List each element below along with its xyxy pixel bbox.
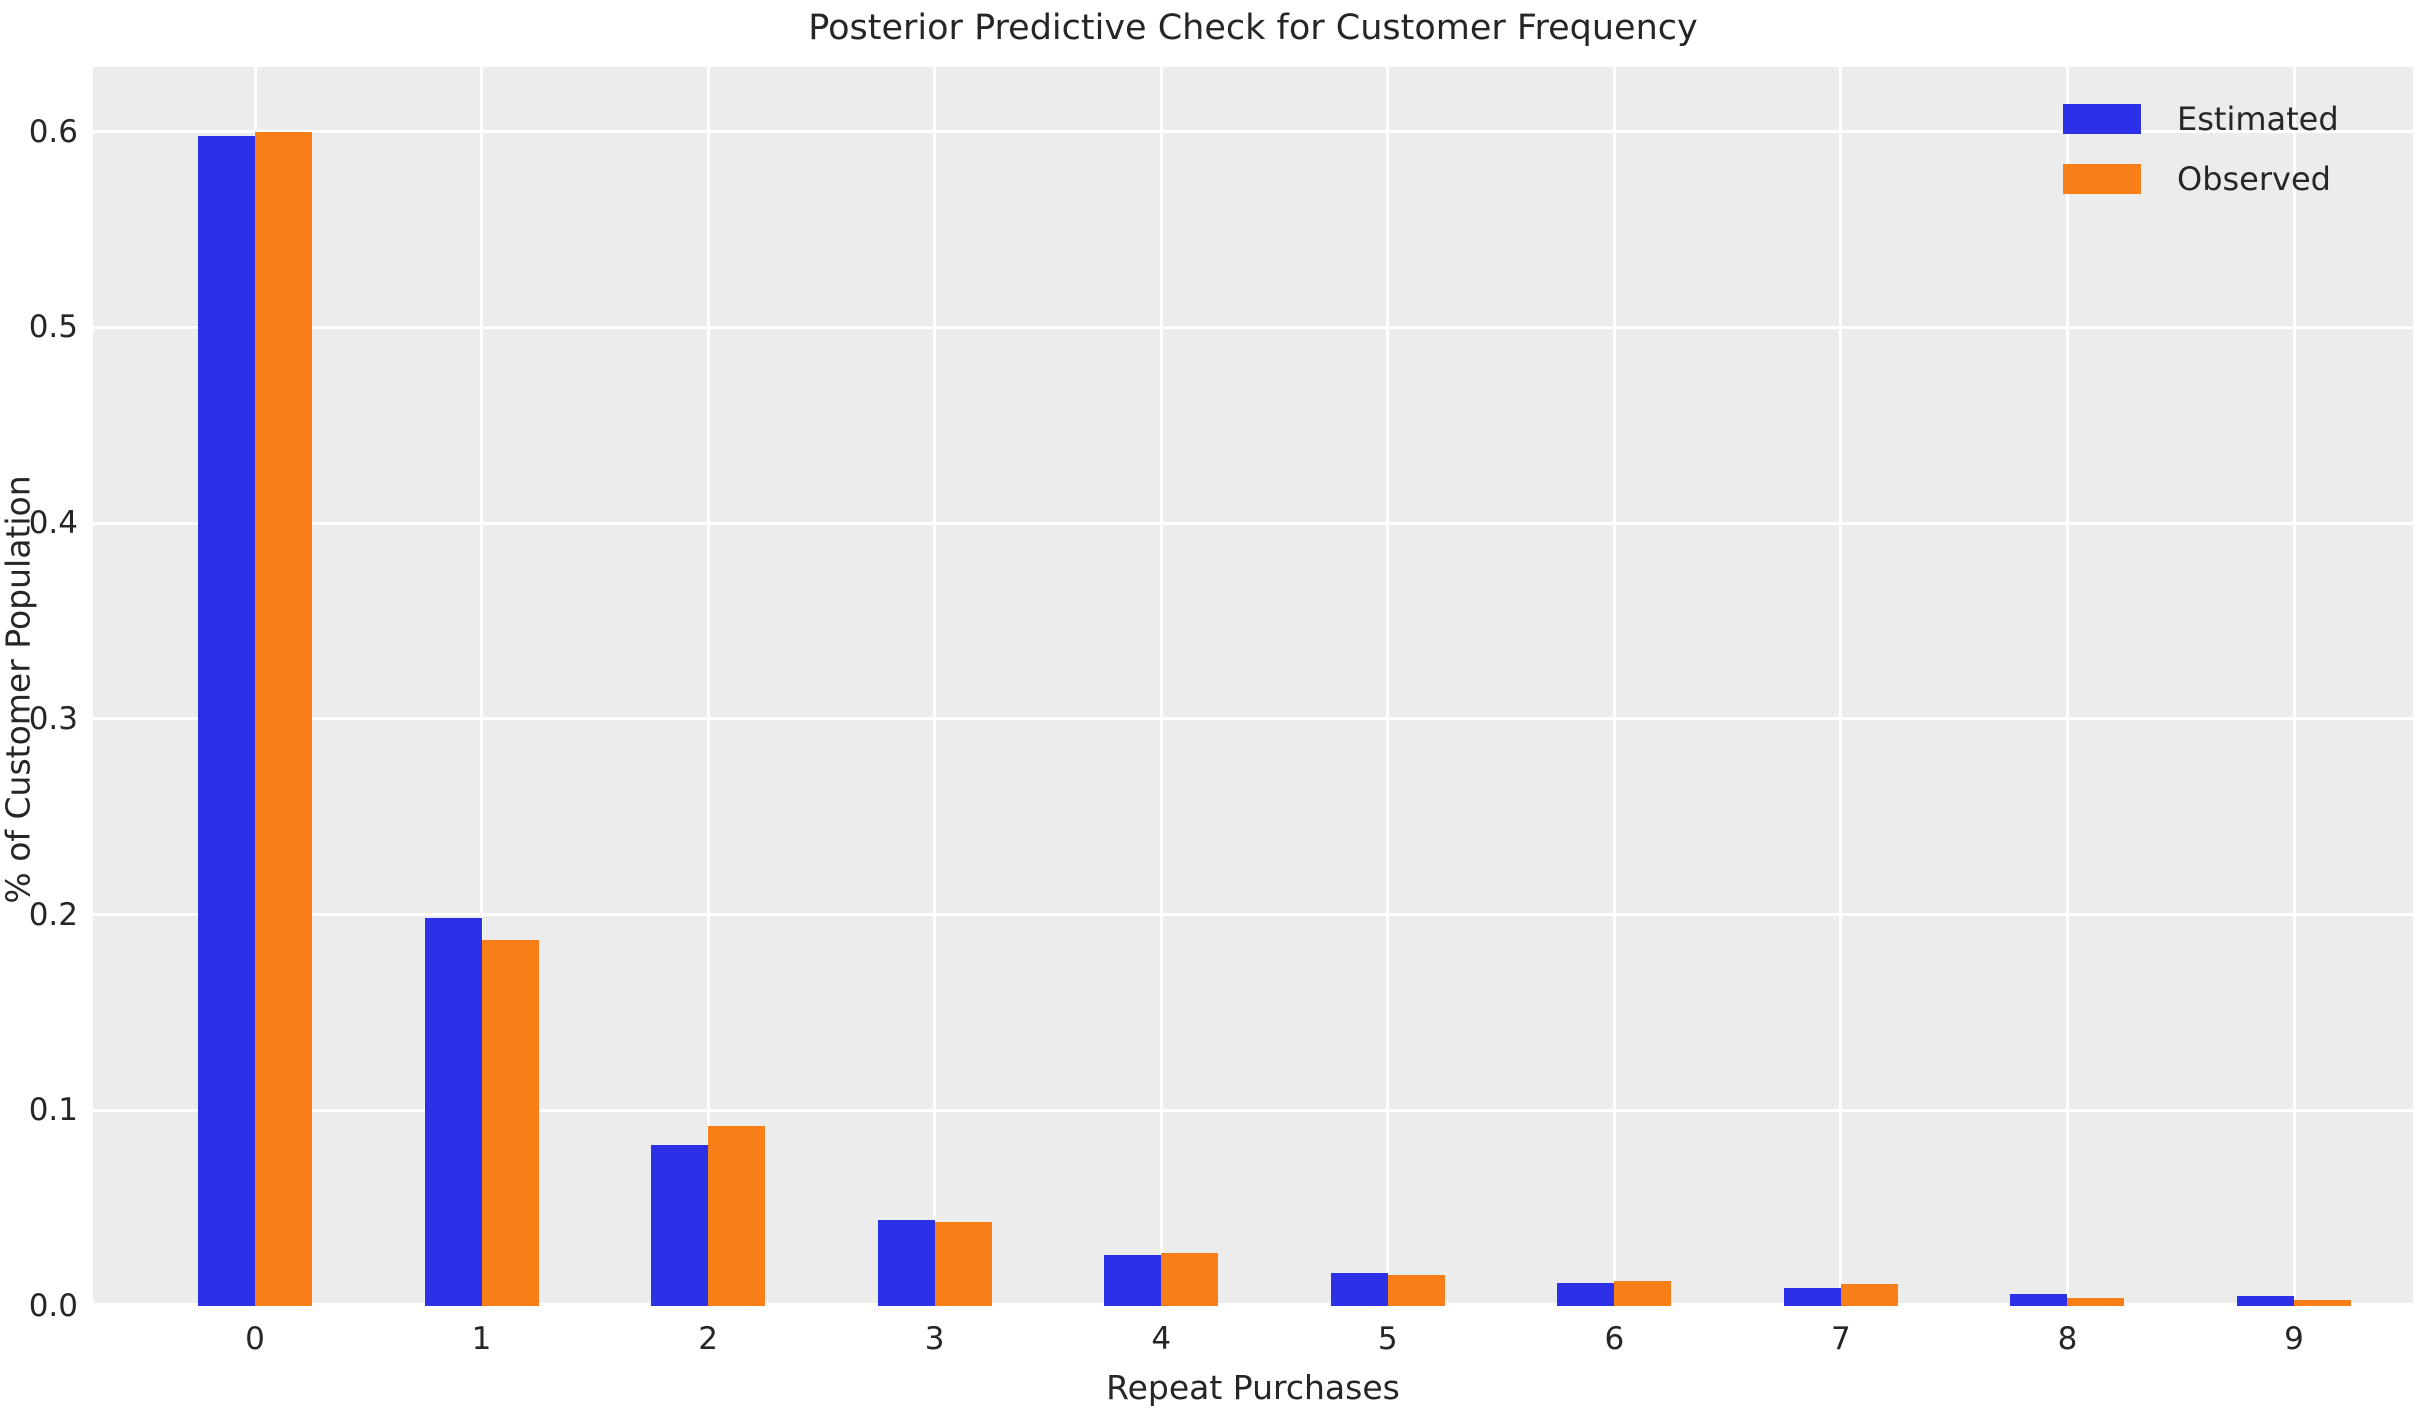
bar-observed-7 <box>1840 1284 1898 1306</box>
bar-observed-4 <box>1161 1253 1219 1306</box>
bar-estimated-8 <box>2010 1294 2068 1306</box>
chart-title: Posterior Predictive Check for Customer … <box>808 8 1698 48</box>
y-tick-0.0: 0.0 <box>28 1288 78 1324</box>
x-tick-0: 0 <box>245 1321 265 1357</box>
bar-estimated-3 <box>877 1219 935 1306</box>
bar-observed-3 <box>934 1221 992 1306</box>
y-tick-0.2: 0.2 <box>28 896 78 933</box>
bar-observed-1 <box>481 939 539 1306</box>
x-tick-4: 4 <box>1151 1321 1172 1357</box>
x-tick-8: 8 <box>2057 1321 2078 1357</box>
bar-observed-0 <box>255 131 312 1306</box>
bar-estimated-1 <box>424 918 482 1306</box>
y-tick-0.5: 0.5 <box>28 309 78 346</box>
gridline-vertical-2 <box>706 67 710 1306</box>
legend-swatch-estimated <box>2063 104 2141 134</box>
bar-estimated-9 <box>2237 1296 2295 1306</box>
bar-estimated-4 <box>1104 1255 1162 1306</box>
x-tick-9: 9 <box>2284 1321 2304 1357</box>
bar-observed-6 <box>1614 1280 1672 1306</box>
y-tick-0.6: 0.6 <box>28 113 78 150</box>
x-tick-5: 5 <box>1377 1321 1398 1357</box>
plot-area <box>93 67 2413 1306</box>
legend-swatch-observed <box>2063 164 2141 194</box>
y-axis-label: % of Customer Population <box>0 475 38 904</box>
x-tick-7: 7 <box>1831 1321 1851 1357</box>
legend-label-observed: Observed <box>2177 160 2331 198</box>
legend-label-estimated: Estimated <box>2177 100 2339 138</box>
bar-observed-8 <box>2067 1298 2125 1306</box>
bar-estimated-5 <box>1330 1272 1388 1306</box>
gridline-horizontal-0.2 <box>93 913 2413 917</box>
gridline-vertical-8 <box>2065 67 2069 1306</box>
gridline-vertical-1 <box>480 67 484 1306</box>
gridline-horizontal-0.3 <box>93 717 2413 721</box>
bar-estimated-0 <box>198 135 255 1306</box>
x-tick-3: 3 <box>924 1321 945 1357</box>
bar-estimated-2 <box>651 1145 709 1306</box>
bar-observed-9 <box>2294 1300 2352 1306</box>
y-tick-0.3: 0.3 <box>28 700 78 737</box>
gridline-horizontal-0.0 <box>93 1303 2413 1306</box>
y-tick-0.1: 0.1 <box>28 1092 78 1129</box>
bar-observed-5 <box>1387 1274 1445 1306</box>
gridline-vertical-7 <box>1839 67 1843 1306</box>
x-tick-2: 2 <box>698 1321 718 1357</box>
gridline-horizontal-0.5 <box>93 325 2413 329</box>
gridline-horizontal-0.4 <box>93 521 2413 525</box>
bar-estimated-7 <box>1783 1288 1841 1306</box>
y-tick-0.4: 0.4 <box>28 505 78 542</box>
gridline-vertical-3 <box>933 67 937 1306</box>
bar-observed-2 <box>708 1125 766 1306</box>
x-tick-6: 6 <box>1604 1321 1625 1357</box>
gridline-vertical-5 <box>1386 67 1390 1306</box>
gridline-horizontal-0.1 <box>93 1108 2413 1112</box>
gridline-vertical-4 <box>1159 67 1163 1306</box>
bar-estimated-6 <box>1557 1282 1615 1306</box>
x-axis-label: Repeat Purchases <box>1106 1368 1400 1407</box>
x-tick-1: 1 <box>471 1321 492 1357</box>
gridline-horizontal-0.6 <box>93 130 2413 134</box>
gridline-vertical-6 <box>1612 67 1616 1306</box>
gridline-vertical-9 <box>2292 67 2296 1306</box>
